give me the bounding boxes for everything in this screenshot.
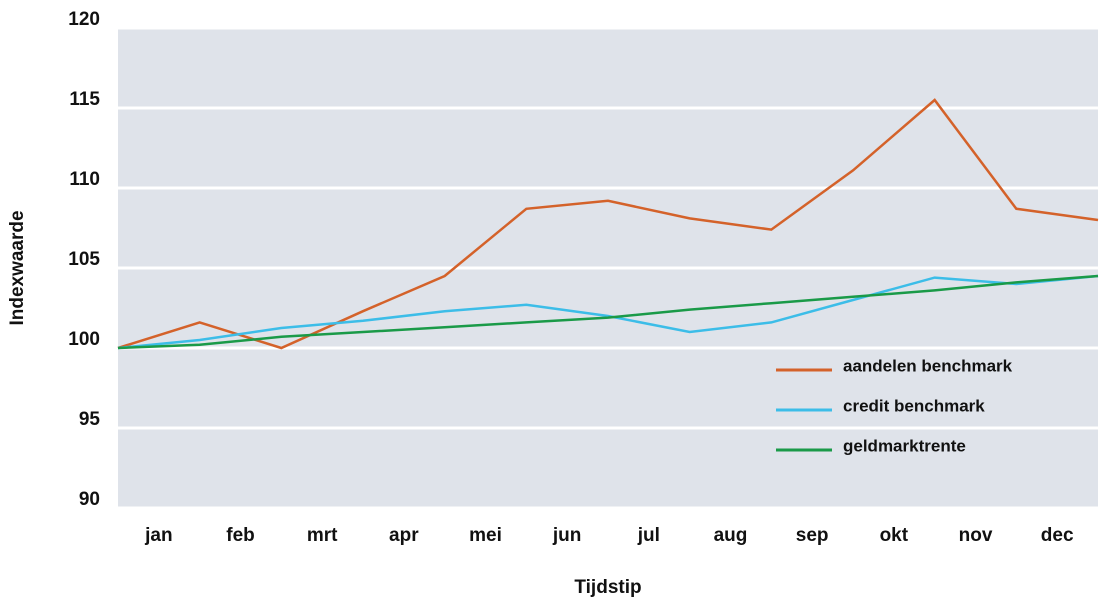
x-tick-label: dec xyxy=(1041,525,1074,546)
x-tick-label: apr xyxy=(389,525,419,546)
y-tick-label: 100 xyxy=(68,329,100,350)
x-tick-label: okt xyxy=(880,525,909,546)
legend-label: geldmarktrente xyxy=(843,436,966,455)
series-line xyxy=(117,98,1099,350)
y-tick-label: 95 xyxy=(79,409,101,430)
y-tick-label: 120 xyxy=(68,9,100,30)
legend-label: aandelen benchmark xyxy=(843,356,1013,375)
x-tick-label: aug xyxy=(714,525,748,546)
x-tick-label: mei xyxy=(469,525,502,546)
x-tick-label: nov xyxy=(959,525,993,546)
x-tick-label: jul xyxy=(637,525,660,546)
y-tick-label: 110 xyxy=(69,169,100,190)
y-tick-label: 115 xyxy=(69,89,100,110)
x-tick-label: sep xyxy=(796,525,829,546)
x-tick-label: jun xyxy=(552,525,582,546)
x-tick-label: mrt xyxy=(307,525,338,546)
x-tick-label: feb xyxy=(226,525,255,546)
y-tick-label: 90 xyxy=(79,489,100,510)
y-axis-label: Indexwaarde xyxy=(7,210,28,325)
x-axis-label: Tijdstip xyxy=(574,577,641,598)
series-line xyxy=(117,274,1099,350)
series-line xyxy=(117,274,1099,350)
legend-label: credit benchmark xyxy=(843,396,985,415)
x-tick-label: jan xyxy=(144,525,172,546)
y-tick-label: 105 xyxy=(68,249,100,270)
